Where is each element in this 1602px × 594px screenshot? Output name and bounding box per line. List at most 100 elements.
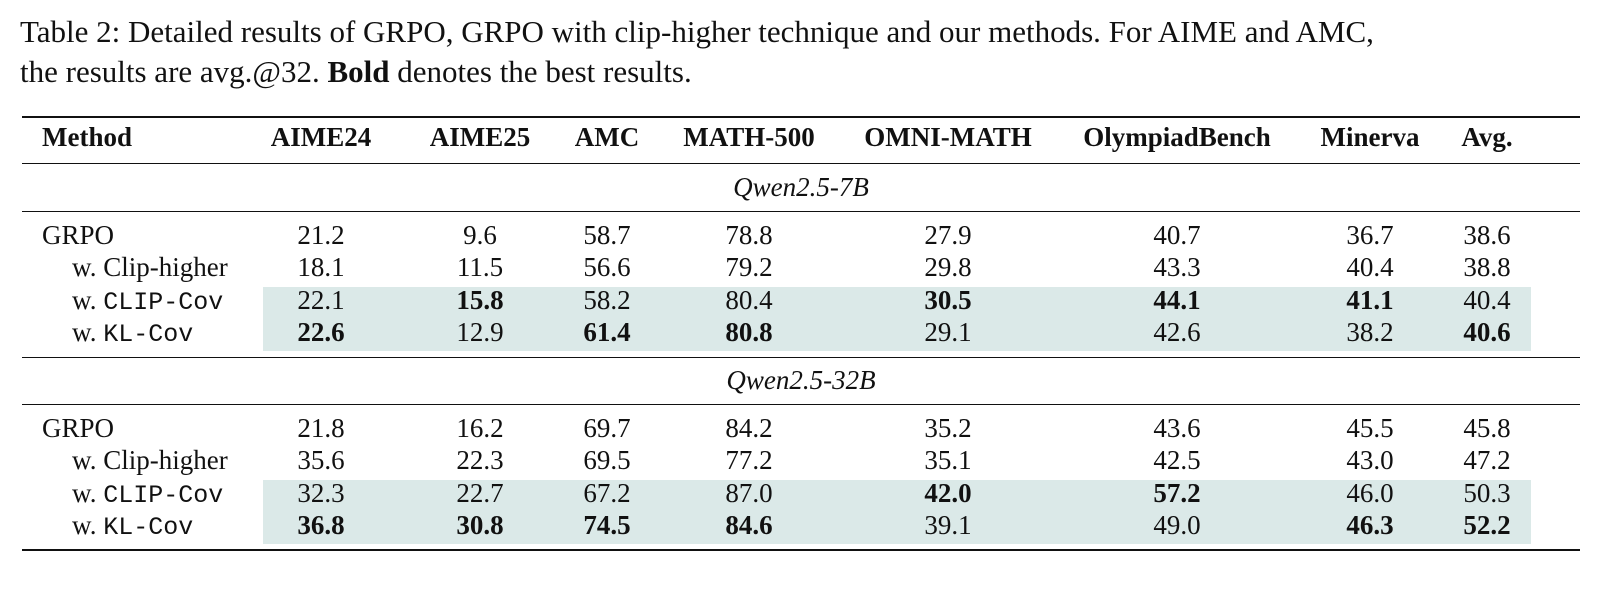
value-cell: 40.4	[1346, 252, 1394, 282]
value-cell: 47.2	[1463, 445, 1511, 475]
value-cell: 45.8	[1463, 413, 1511, 443]
value-cell: 15.8	[456, 285, 504, 315]
highlight-band-2	[263, 480, 1531, 544]
section-title-qwen-32b: Qwen2.5-32B	[726, 365, 876, 395]
value-cell: 22.6	[297, 317, 345, 347]
value-cell: 35.1	[924, 445, 972, 475]
value-cell: 42.5	[1153, 445, 1201, 475]
value-cell: 52.2	[1463, 510, 1511, 540]
bottom-rule	[22, 549, 1580, 551]
column-header-olympiadbench: OlympiadBench	[1083, 122, 1271, 152]
table-caption: Table 2: Detailed results of GRPO, GRPO …	[20, 12, 1590, 92]
value-cell: 40.6	[1463, 317, 1511, 347]
value-cell: 11.5	[456, 252, 504, 282]
caption-line-1: Table 2: Detailed results of GRPO, GRPO …	[20, 14, 1374, 49]
method-prefix: w.	[72, 478, 104, 508]
method-label: w. Clip-higher	[72, 252, 228, 282]
table-row: w. CLIP-Cov 22.1 15.8 58.2 80.4 30.5 44.1 41.1 4…	[0, 284, 1602, 319]
value-cell: 56.6	[583, 252, 631, 282]
method-label: w. CLIP-Cov	[72, 477, 223, 512]
method-code: KL-Cov	[103, 513, 194, 542]
value-cell: 29.1	[924, 317, 972, 347]
value-cell: 21.2	[297, 220, 345, 250]
value-cell: 18.1	[297, 252, 345, 282]
value-cell: 43.6	[1153, 413, 1201, 443]
value-cell: 80.8	[725, 317, 773, 347]
method-label: w. KL-Cov	[72, 316, 193, 351]
value-cell: 22.3	[456, 445, 504, 475]
value-cell: 80.4	[725, 285, 773, 315]
value-cell: 42.0	[924, 478, 972, 508]
table-row: GRPO 21.2 9.6 58.7 78.8 27.9 40.7 36.7 38.6	[0, 219, 1602, 251]
value-cell: 57.2	[1153, 478, 1201, 508]
value-cell: 46.3	[1346, 510, 1394, 540]
value-cell: 21.8	[297, 413, 345, 443]
value-cell: 87.0	[725, 478, 773, 508]
section-title-qwen-7b: Qwen2.5-7B	[733, 172, 869, 202]
column-header-math-500: MATH-500	[683, 122, 815, 152]
value-cell: 22.7	[456, 478, 504, 508]
value-cell: 43.3	[1153, 252, 1201, 282]
method-prefix: w.	[72, 510, 104, 540]
value-cell: 61.4	[583, 317, 631, 347]
caption-prefix: the results are avg.@32.	[20, 54, 328, 89]
value-cell: 58.7	[583, 220, 631, 250]
table-row: GRPO 21.8 16.2 69.7 84.2 35.2 43.6 45.5 45.8	[0, 412, 1602, 444]
value-cell: 36.8	[297, 510, 345, 540]
value-cell: 41.1	[1346, 285, 1394, 315]
table-row: w. KL-Cov 22.6 12.9 61.4 80.8 29.1 42.6 38.2 40.…	[0, 316, 1602, 351]
value-cell: 30.5	[924, 285, 972, 315]
column-header-omni-math: OMNI-MATH	[864, 122, 1032, 152]
value-cell: 36.7	[1346, 220, 1394, 250]
method-label: w. CLIP-Cov	[72, 284, 223, 319]
value-cell: 30.8	[456, 510, 504, 540]
value-cell: 38.6	[1463, 220, 1511, 250]
caption-bold-word: Bold	[327, 54, 390, 89]
value-cell: 12.9	[456, 317, 504, 347]
table-row: w. Clip-higher 35.6 22.3 69.5 77.2 35.1 42.5 43…	[0, 444, 1602, 476]
section-rule-1	[22, 211, 1580, 212]
value-cell: 22.1	[297, 285, 345, 315]
value-cell: 69.7	[583, 413, 631, 443]
value-cell: 84.6	[725, 510, 773, 540]
table-row: w. Clip-higher 18.1 11.5 56.6 79.2 29.8 43.3 40…	[0, 251, 1602, 283]
value-cell: 69.5	[583, 445, 631, 475]
column-header-method: Method	[42, 122, 132, 152]
method-code: CLIP-Cov	[103, 288, 224, 317]
value-cell: 58.2	[583, 285, 631, 315]
value-cell: 27.9	[924, 220, 972, 250]
table-row: w. CLIP-Cov 32.3 22.7 67.2 87.0 42.0 57.2 46.0 5…	[0, 477, 1602, 512]
value-cell: 32.3	[297, 478, 345, 508]
method-label: GRPO	[42, 413, 115, 443]
method-code: KL-Cov	[103, 320, 194, 349]
value-cell: 40.4	[1463, 285, 1511, 315]
column-header-amc: AMC	[574, 122, 640, 152]
value-cell: 39.1	[924, 510, 972, 540]
column-header-avg: Avg.	[1461, 122, 1513, 152]
value-cell: 49.0	[1153, 510, 1201, 540]
column-header-aime24: AIME24	[270, 122, 372, 152]
column-header-aime25: AIME25	[429, 122, 531, 152]
table-row: w. KL-Cov 36.8 30.8 74.5 84.6 39.1 49.0 46.3 52.…	[0, 509, 1602, 542]
value-cell: 67.2	[583, 478, 631, 508]
top-rule	[22, 116, 1580, 118]
value-cell: 38.8	[1463, 252, 1511, 282]
method-label: w. Clip-higher	[72, 445, 228, 475]
value-cell: 9.6	[463, 220, 497, 250]
value-cell: 50.3	[1463, 478, 1511, 508]
highlight-band-1	[263, 287, 1531, 351]
header-rule	[22, 163, 1580, 164]
value-cell: 16.2	[456, 413, 504, 443]
method-code: CLIP-Cov	[103, 481, 224, 510]
method-label: GRPO	[42, 220, 115, 250]
value-cell: 42.6	[1153, 317, 1201, 347]
method-prefix: w.	[72, 317, 104, 347]
value-cell: 40.7	[1153, 220, 1201, 250]
value-cell: 77.2	[725, 445, 773, 475]
value-cell: 74.5	[583, 510, 631, 540]
caption-line-2: the results are avg.@32. Bold denotes th…	[20, 52, 1590, 92]
value-cell: 35.6	[297, 445, 345, 475]
value-cell: 45.5	[1346, 413, 1394, 443]
method-prefix: w.	[72, 285, 104, 315]
value-cell: 29.8	[924, 252, 972, 282]
